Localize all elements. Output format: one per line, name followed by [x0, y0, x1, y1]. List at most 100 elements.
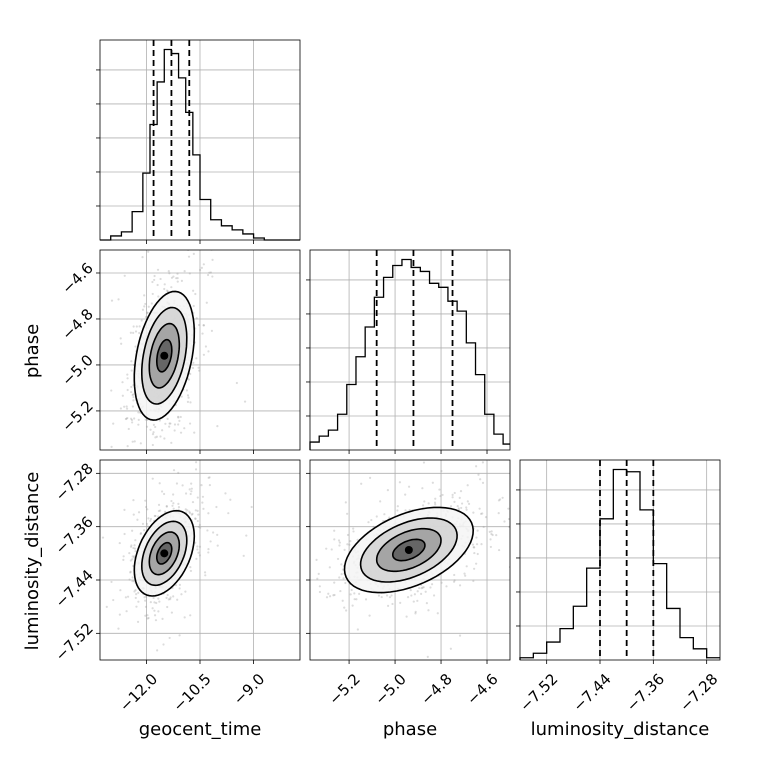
- scatter-point: [507, 507, 510, 510]
- scatter-point: [476, 529, 479, 532]
- scatter-point: [481, 481, 485, 485]
- y-tick-label: −5.2: [58, 397, 96, 435]
- scatter-point: [151, 443, 154, 447]
- scatter-point: [165, 505, 168, 508]
- scatter-point: [172, 275, 175, 278]
- scatter-point: [194, 461, 198, 464]
- scatter-point: [178, 634, 181, 637]
- panel-background: [520, 460, 720, 660]
- scatter-point: [208, 483, 211, 487]
- joint-content: [110, 247, 247, 449]
- scatter-point: [163, 510, 167, 513]
- scatter-point: [466, 484, 469, 487]
- scatter-point: [132, 546, 135, 550]
- scatter-point: [187, 255, 191, 258]
- scatter-point: [146, 617, 149, 620]
- scatter-point: [339, 589, 342, 593]
- scatter-point: [166, 290, 170, 293]
- scatter-point: [157, 610, 160, 613]
- scatter-point: [191, 500, 195, 504]
- scatter-point: [190, 490, 193, 493]
- scatter-point: [317, 572, 320, 575]
- scatter-point: [198, 369, 201, 372]
- scatter-point: [207, 551, 210, 554]
- scatter-point: [147, 305, 150, 308]
- scatter-point: [305, 571, 307, 573]
- scatter-point: [430, 583, 434, 586]
- scatter-point: [208, 271, 211, 274]
- scatter-point: [379, 500, 382, 503]
- scatter-point: [205, 301, 208, 304]
- scatter-point: [173, 423, 177, 426]
- scatter-point: [353, 598, 356, 601]
- scatter-point: [154, 436, 157, 439]
- scatter-point: [154, 619, 158, 622]
- scatter-point: [364, 598, 368, 601]
- scatter-point: [222, 671, 224, 673]
- scatter-point: [478, 507, 481, 510]
- scatter-point: [136, 620, 140, 623]
- scatter-point: [199, 247, 201, 249]
- scatter-point: [184, 492, 188, 495]
- scatter-point: [192, 289, 195, 292]
- scatter-point: [434, 503, 437, 506]
- scatter-point: [112, 422, 115, 425]
- scatter-point: [439, 494, 442, 498]
- scatter-point: [341, 568, 345, 571]
- scatter-point: [242, 554, 245, 557]
- scatter-point: [152, 431, 155, 434]
- scatter-point: [189, 372, 192, 376]
- scatter-point: [209, 540, 212, 543]
- scatter-point: [229, 498, 232, 501]
- scatter-point: [158, 419, 161, 422]
- scatter-point: [149, 519, 152, 522]
- y-tick-label: −7.36: [52, 513, 97, 558]
- scatter-point: [427, 609, 430, 612]
- scatter-point: [143, 596, 146, 599]
- scatter-point: [475, 465, 478, 468]
- scatter-point: [126, 373, 129, 376]
- scatter-point: [517, 458, 519, 460]
- scatter-point: [388, 516, 391, 519]
- scatter-point: [125, 407, 129, 410]
- scatter-point: [127, 427, 130, 431]
- scatter-point: [133, 544, 136, 547]
- scatter-point: [123, 405, 126, 408]
- scatter-point: [189, 614, 192, 617]
- scatter-point: [134, 345, 137, 348]
- scatter-point: [416, 599, 419, 602]
- scatter-point: [396, 505, 399, 508]
- scatter-point: [490, 530, 493, 533]
- scatter-point: [157, 515, 160, 518]
- scatter-point: [145, 595, 148, 598]
- scatter-point: [409, 589, 412, 592]
- scatter-point: [194, 292, 197, 296]
- scatter-point: [169, 422, 172, 425]
- scatter-point: [197, 513, 200, 516]
- scatter-point: [131, 580, 134, 583]
- y-tick-label: −5.0: [58, 351, 96, 389]
- scatter-point: [189, 566, 192, 569]
- scatter-point: [452, 580, 456, 583]
- scatter-point: [473, 546, 476, 549]
- scatter-point: [176, 280, 179, 283]
- scatter-point: [307, 605, 309, 607]
- scatter-point: [112, 598, 115, 602]
- x-tick-label: −10.5: [170, 670, 215, 715]
- scatter-point: [348, 543, 351, 546]
- scatter-point: [405, 615, 408, 618]
- scatter-point: [138, 325, 141, 328]
- scatter-point: [204, 574, 207, 577]
- scatter-point: [178, 419, 181, 422]
- scatter-point: [168, 272, 171, 275]
- scatter-point: [349, 593, 352, 596]
- x-axis-label-geocent-time: geocent_time: [139, 719, 262, 740]
- scatter-point: [338, 541, 341, 544]
- scatter-point: [503, 520, 506, 523]
- scatter-point: [440, 581, 443, 584]
- scatter-point: [168, 636, 171, 640]
- scatter-point: [131, 555, 134, 558]
- scatter-point: [149, 517, 153, 521]
- scatter-point: [196, 545, 199, 548]
- scatter-point: [110, 580, 113, 584]
